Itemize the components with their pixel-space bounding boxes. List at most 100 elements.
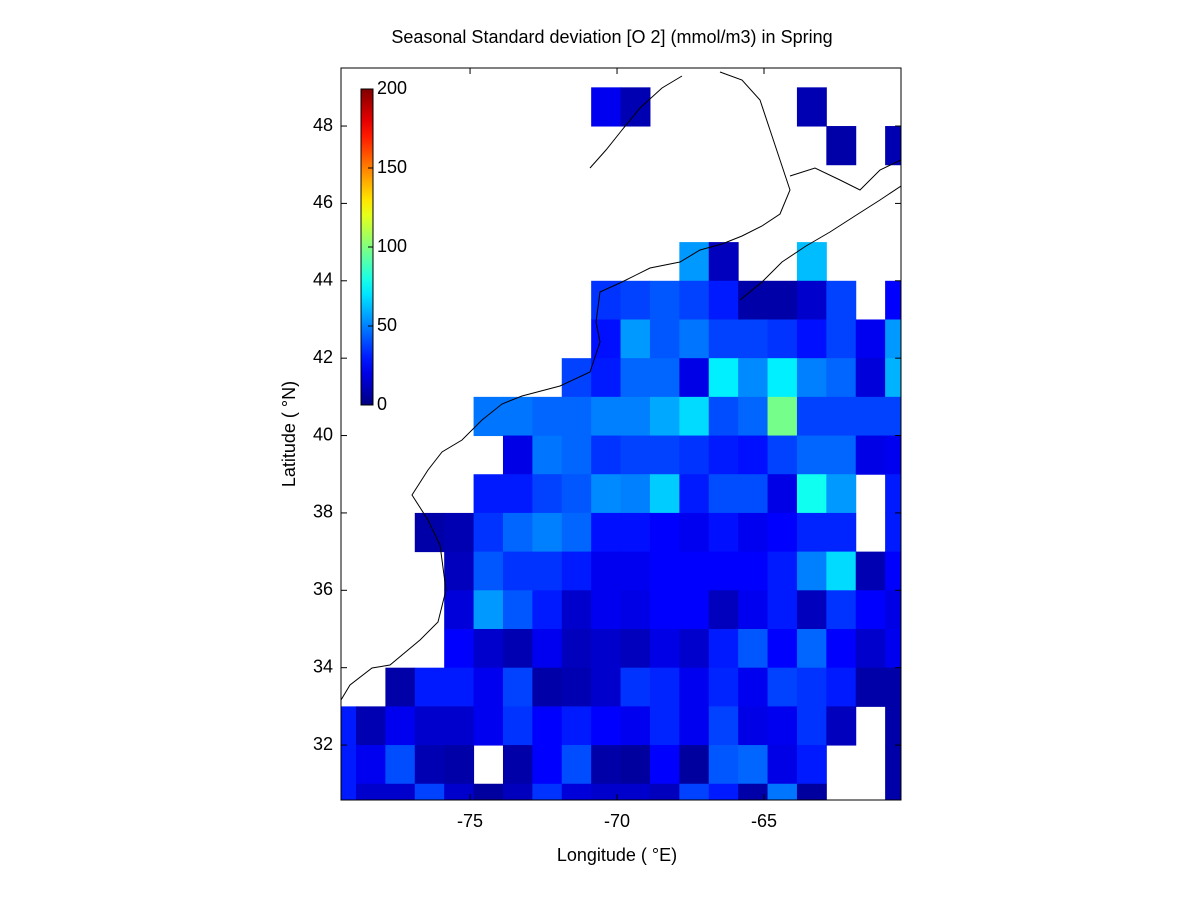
cell bbox=[796, 783, 827, 800]
cell bbox=[444, 745, 475, 785]
cell bbox=[591, 280, 622, 320]
cell bbox=[738, 628, 769, 669]
cell bbox=[679, 667, 710, 707]
cell bbox=[796, 435, 827, 475]
cell bbox=[591, 590, 622, 630]
cell bbox=[649, 628, 680, 669]
cell bbox=[885, 745, 901, 785]
cell bbox=[620, 706, 651, 746]
cell bbox=[738, 590, 769, 630]
cell bbox=[502, 628, 533, 669]
cell bbox=[591, 358, 622, 398]
cell bbox=[473, 396, 504, 437]
cell bbox=[708, 435, 739, 475]
cell bbox=[708, 667, 739, 707]
cell bbox=[738, 396, 769, 437]
cell bbox=[708, 474, 739, 514]
cell bbox=[767, 435, 798, 475]
cell bbox=[444, 512, 475, 553]
cell bbox=[649, 396, 680, 437]
cell bbox=[679, 396, 710, 437]
cell bbox=[591, 474, 622, 514]
cell bbox=[826, 435, 857, 475]
cell bbox=[444, 783, 475, 800]
cell bbox=[385, 667, 416, 707]
cell bbox=[649, 590, 680, 630]
y-tick-label: 44 bbox=[313, 270, 333, 290]
cell bbox=[591, 745, 622, 785]
cell bbox=[679, 358, 710, 398]
cell bbox=[796, 319, 827, 359]
cell bbox=[355, 745, 386, 785]
colorbar-tick-label: 0 bbox=[377, 394, 387, 414]
cell bbox=[341, 745, 357, 785]
cell bbox=[826, 512, 857, 553]
cell bbox=[473, 667, 504, 707]
cell bbox=[826, 358, 857, 398]
cell bbox=[591, 512, 622, 553]
cell bbox=[767, 706, 798, 746]
cell bbox=[767, 474, 798, 514]
cell bbox=[679, 551, 710, 591]
cell bbox=[620, 667, 651, 707]
cell bbox=[620, 396, 651, 437]
colorbar-tick-label: 50 bbox=[377, 315, 397, 335]
cell bbox=[767, 551, 798, 591]
cell bbox=[561, 590, 592, 630]
cell bbox=[473, 783, 504, 800]
cell bbox=[502, 474, 533, 514]
cell bbox=[561, 474, 592, 514]
cell bbox=[620, 745, 651, 785]
cell bbox=[473, 551, 504, 591]
cell bbox=[561, 783, 592, 800]
cell bbox=[738, 280, 769, 320]
cell bbox=[708, 783, 739, 800]
cell bbox=[796, 242, 827, 282]
cell bbox=[679, 512, 710, 553]
cell bbox=[591, 551, 622, 591]
cell bbox=[649, 551, 680, 591]
cell bbox=[532, 590, 563, 630]
cell bbox=[738, 783, 769, 800]
cell bbox=[738, 319, 769, 359]
cell bbox=[738, 745, 769, 785]
cell bbox=[444, 628, 475, 669]
cell bbox=[355, 706, 386, 746]
cell bbox=[855, 396, 886, 437]
cell bbox=[561, 667, 592, 707]
cell bbox=[679, 435, 710, 475]
cell bbox=[796, 551, 827, 591]
cell bbox=[620, 551, 651, 591]
y-tick-label: 46 bbox=[313, 192, 333, 212]
y-tick-label: 48 bbox=[313, 115, 333, 135]
cell bbox=[885, 319, 901, 359]
plot-frame bbox=[340, 67, 902, 801]
cell bbox=[855, 667, 886, 707]
cell bbox=[620, 435, 651, 475]
cell bbox=[826, 628, 857, 669]
cell bbox=[708, 628, 739, 669]
coast-us bbox=[341, 71, 791, 701]
cell bbox=[649, 280, 680, 320]
cell bbox=[796, 706, 827, 746]
cell bbox=[561, 551, 592, 591]
cell bbox=[796, 87, 827, 127]
cell bbox=[561, 706, 592, 746]
cell bbox=[708, 358, 739, 398]
cell bbox=[738, 512, 769, 553]
cell bbox=[341, 783, 357, 800]
cell bbox=[591, 628, 622, 669]
colorbar-tick-label: 200 bbox=[377, 78, 407, 98]
cell bbox=[679, 783, 710, 800]
cell bbox=[502, 590, 533, 630]
cell bbox=[855, 590, 886, 630]
cell bbox=[385, 745, 416, 785]
cell bbox=[532, 435, 563, 475]
cell bbox=[591, 706, 622, 746]
cell bbox=[591, 319, 622, 359]
cell bbox=[649, 319, 680, 359]
cell bbox=[532, 551, 563, 591]
cell bbox=[885, 396, 901, 437]
cell bbox=[826, 667, 857, 707]
